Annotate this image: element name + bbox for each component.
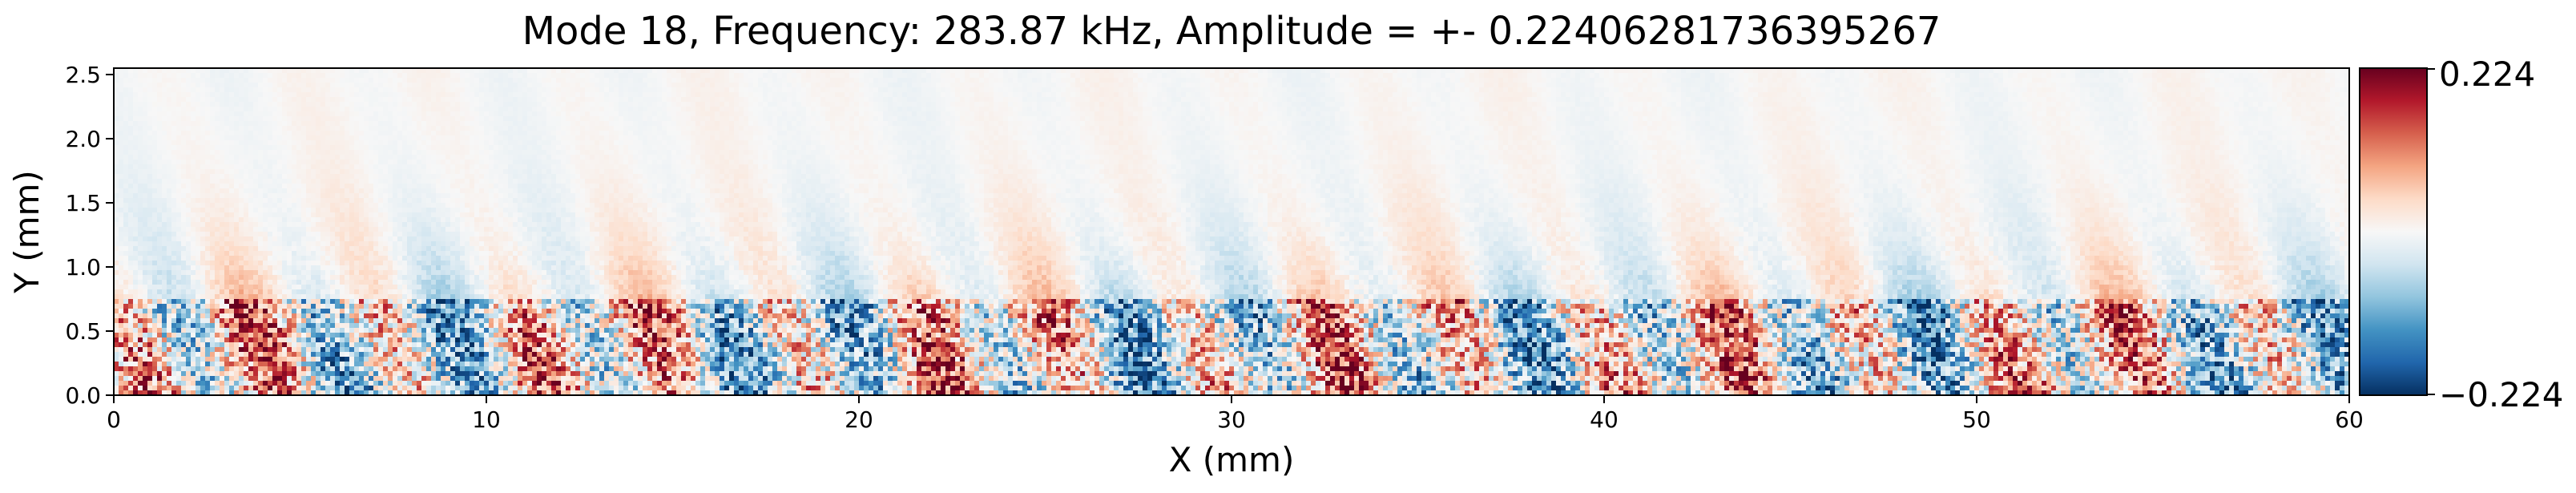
x-tick-label: 50 <box>1962 406 1991 433</box>
x-axis: 0 10 20 30 40 50 60 <box>107 395 2364 433</box>
chart-title: Mode 18, Frequency: 283.87 kHz, Amplitud… <box>522 9 1941 54</box>
colorbar-gradient <box>2359 67 2428 396</box>
plot-area <box>113 67 2350 396</box>
y-tick-label: 0.5 <box>65 318 101 345</box>
x-axis-label: X (mm) <box>1169 440 1295 479</box>
heatmap-field <box>114 68 2349 395</box>
y-tick-label: 1.0 <box>65 254 101 281</box>
x-tick-label: 10 <box>472 406 501 433</box>
x-tick-label: 30 <box>1217 406 1246 433</box>
colorbar-min-label: −0.224 <box>2439 375 2563 414</box>
x-tick-label: 0 <box>107 406 121 433</box>
x-tick-label: 40 <box>1590 406 1619 433</box>
y-axis-label: Y (mm) <box>7 170 46 294</box>
colorbar: 0.224 −0.224 <box>2359 55 2563 414</box>
x-tick-label: 60 <box>2335 406 2364 433</box>
y-axis: 0.0 0.5 1.0 1.5 2.0 2.5 <box>65 62 114 409</box>
colorbar-max-label: 0.224 <box>2439 55 2535 94</box>
x-tick-label: 20 <box>845 406 873 433</box>
y-tick-label: 2.0 <box>65 126 101 152</box>
y-tick-label: 0.0 <box>65 382 101 409</box>
y-tick-label: 1.5 <box>65 190 101 216</box>
y-tick-label: 2.5 <box>65 62 101 88</box>
